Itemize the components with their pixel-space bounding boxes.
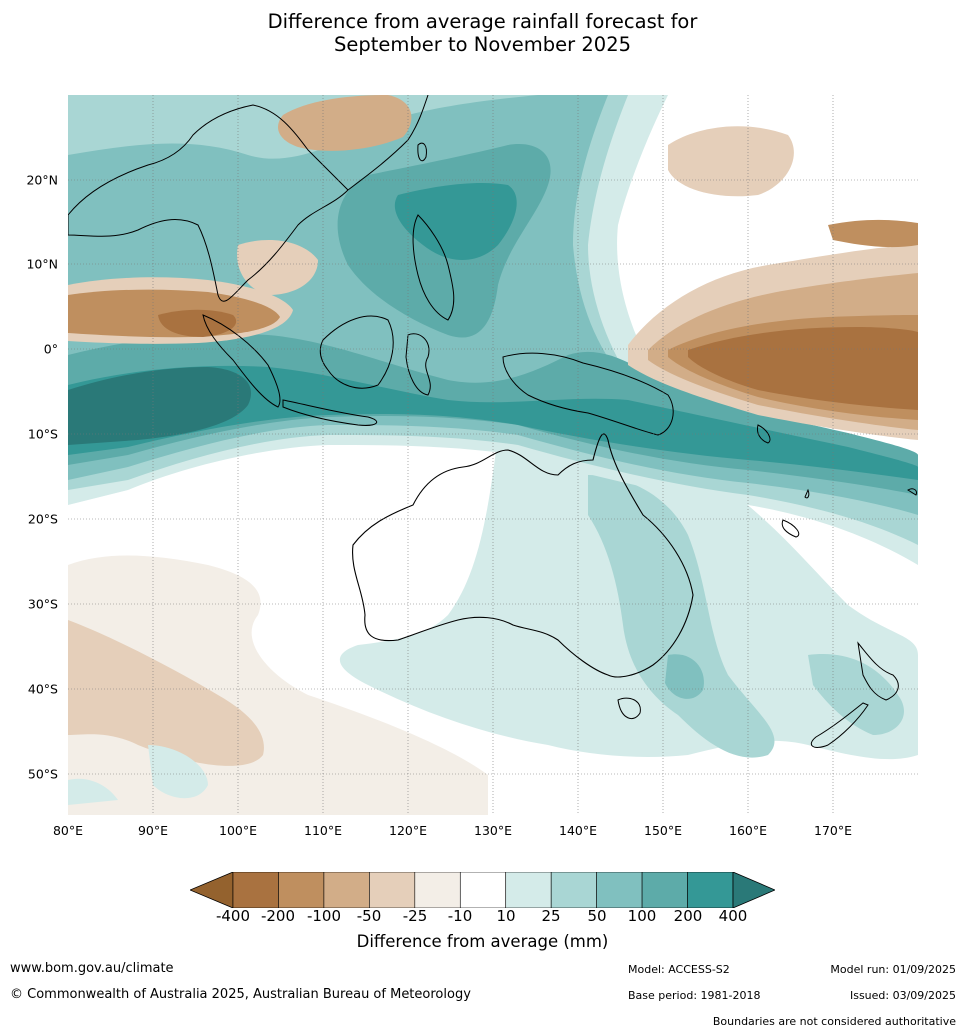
legend-tick: 400	[718, 907, 748, 925]
legend-tick: -200	[260, 907, 296, 925]
west-pacific-brown-core	[688, 327, 918, 410]
lon-label-170e: 170°E	[813, 823, 853, 838]
legend-extend-high	[732, 872, 775, 908]
lat-label-20n: 20°N	[26, 172, 58, 188]
footer-model: Model: ACCESS-S2	[628, 963, 730, 976]
map-title: Difference from average rainfall forecas…	[0, 10, 965, 56]
central-pacific-tan	[668, 126, 794, 197]
lon-label-90e: 90°E	[137, 823, 169, 838]
lat-label-10s: 10°S	[27, 426, 58, 442]
legend-color-bin	[323, 872, 370, 908]
footer-website: www.bom.gov.au/climate	[10, 961, 174, 976]
java-coastline	[282, 399, 378, 426]
legend-color-bin	[596, 872, 643, 908]
legend-tick: 100	[627, 907, 657, 925]
lon-label-120e: 120°E	[388, 823, 428, 838]
title-line-2: September to November 2025	[333, 33, 632, 56]
new-zealand-coastline	[810, 641, 899, 748]
legend-tick: -50	[356, 907, 382, 925]
title-line-1: Difference from average rainfall forecas…	[267, 10, 698, 33]
footer-copyright: © Commonwealth of Australia 2025, Austra…	[10, 987, 471, 1002]
legend-extend-low	[190, 872, 234, 908]
legend-colorbar	[190, 872, 775, 908]
legend-color-bin	[505, 872, 552, 908]
lon-label-150e: 150°E	[643, 823, 683, 838]
lon-label-80e: 80°E	[52, 823, 84, 838]
lat-label-40s: 40°S	[27, 681, 58, 697]
sumatra-coastline	[202, 314, 281, 408]
lon-label-130e: 130°E	[473, 823, 513, 838]
lat-label-0: 0°	[43, 341, 58, 357]
southern-brown-tan	[68, 620, 264, 766]
australia-mid-teal	[588, 475, 775, 758]
tasmania-coastline	[617, 697, 641, 720]
legend-tick: 25	[541, 907, 561, 925]
footer-issued: Issued: 03/09/2025	[849, 989, 956, 1002]
legend-color-bin	[459, 872, 507, 908]
legend-color-bin	[232, 872, 279, 908]
sulawesi-coastline	[405, 333, 431, 396]
west-indian-ocean-extreme-teal	[68, 367, 252, 445]
legend-tick: 50	[587, 907, 607, 925]
lon-label-110e: 110°E	[303, 823, 343, 838]
footer-boundaries-note: Boundaries are not considered authoritat…	[712, 1015, 956, 1028]
australia-coastline	[352, 433, 694, 678]
graticule	[68, 95, 918, 815]
nz-mid-teal	[808, 654, 904, 735]
philippines-coastline	[412, 214, 455, 321]
legend-color-bin	[278, 872, 325, 908]
pacific-islands	[757, 424, 917, 538]
japan-taiwan-coastline	[417, 142, 427, 162]
lat-label-50s: 50°S	[27, 766, 58, 782]
legend-tick: -10	[447, 907, 473, 925]
legend-tick: -25	[402, 907, 428, 925]
new-guinea-coastline	[502, 352, 674, 436]
lat-label-10n: 10°N	[26, 256, 58, 272]
north-darkest-teal-band	[68, 183, 918, 480]
legend-tick: 200	[673, 907, 703, 925]
lon-label-100e: 100°E	[218, 823, 258, 838]
mainland-asia-tan	[237, 240, 318, 295]
lon-label-140e: 140°E	[558, 823, 598, 838]
footer-model-run: Model run: 01/09/2025	[830, 963, 956, 976]
footer-base-period: Base period: 1981-2018	[628, 989, 761, 1002]
legend-color-bin	[414, 872, 461, 908]
legend-tick: 10	[496, 907, 516, 925]
legend-color-bin	[550, 872, 597, 908]
legend-tick: -400	[215, 907, 251, 925]
legend-tick: -100	[306, 907, 342, 925]
legend-color-bin	[641, 872, 688, 908]
indian-ocean-brown-core	[158, 309, 237, 337]
lon-label-160e: 160°E	[728, 823, 768, 838]
legend-color-bin	[687, 872, 734, 908]
legend-color-bin	[369, 872, 416, 908]
tasman-teal-patch	[665, 654, 704, 699]
rainfall-map	[68, 95, 918, 815]
lat-label-30s: 30°S	[27, 596, 58, 612]
lat-label-20s: 20°S	[27, 511, 58, 527]
south-china-brown	[278, 95, 412, 151]
legend-label: Difference from average (mm)	[356, 932, 609, 951]
southern-teal-patch	[68, 745, 208, 805]
